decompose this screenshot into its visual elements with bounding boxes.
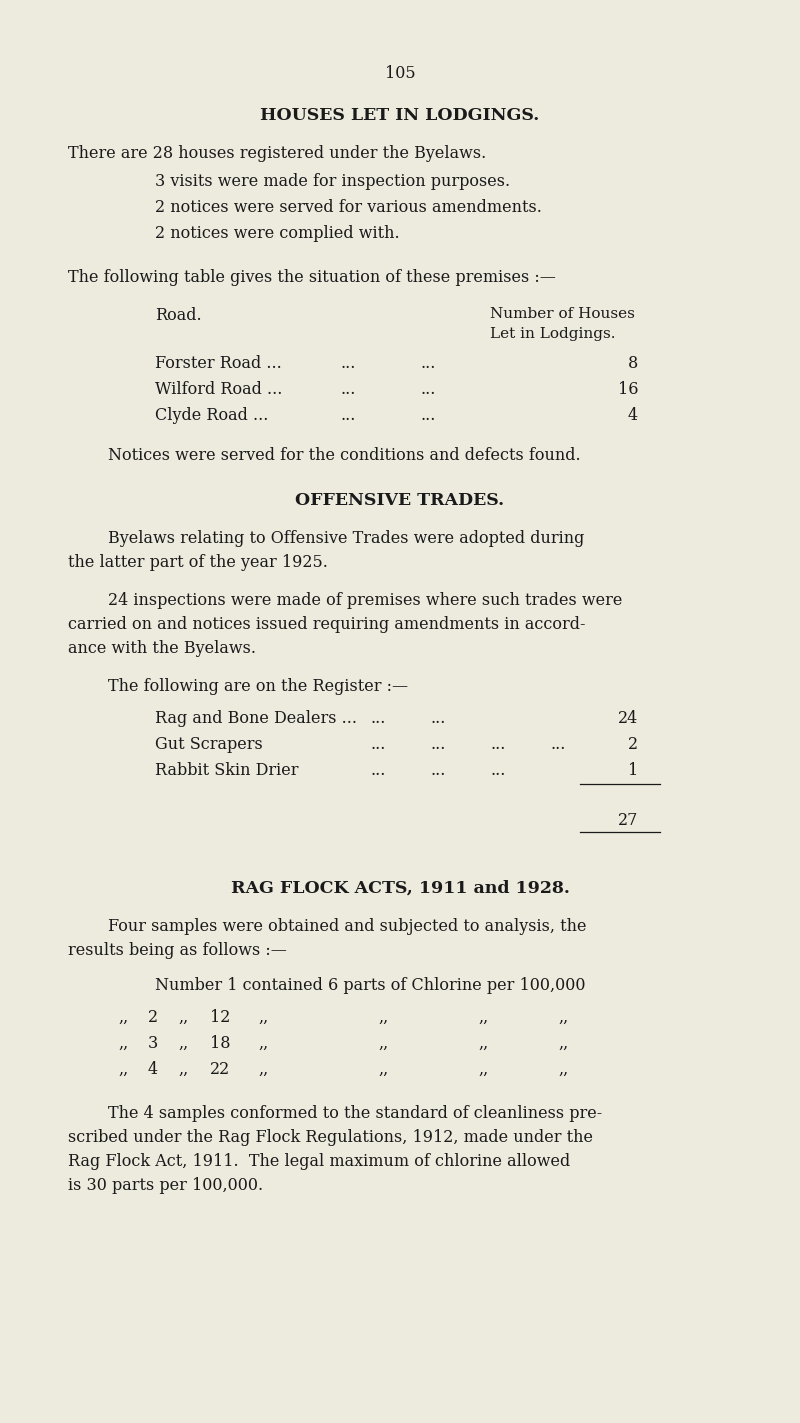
Text: Rag Flock Act, 1911.  The legal maximum of chlorine allowed: Rag Flock Act, 1911. The legal maximum o…: [68, 1153, 570, 1170]
Text: 27: 27: [618, 813, 638, 830]
Text: Rabbit Skin Drier: Rabbit Skin Drier: [155, 761, 298, 778]
Text: The following are on the Register :—: The following are on the Register :—: [108, 677, 408, 694]
Text: OFFENSIVE TRADES.: OFFENSIVE TRADES.: [295, 492, 505, 509]
Text: results being as follows :—: results being as follows :—: [68, 942, 287, 959]
Text: carried on and notices issued requiring amendments in accord-: carried on and notices issued requiring …: [68, 616, 586, 633]
Text: ...: ...: [370, 710, 386, 727]
Text: ...: ...: [430, 710, 446, 727]
Text: 22: 22: [210, 1062, 230, 1079]
Text: 18: 18: [210, 1035, 230, 1052]
Text: ,,: ,,: [558, 1062, 568, 1079]
Text: The following table gives the situation of these premises :—: The following table gives the situation …: [68, 269, 556, 286]
Text: 12: 12: [210, 1009, 230, 1026]
Text: Wilford Road ...: Wilford Road ...: [155, 381, 282, 398]
Text: Notices were served for the conditions and defects found.: Notices were served for the conditions a…: [108, 447, 581, 464]
Text: ,,: ,,: [558, 1009, 568, 1026]
Text: 1: 1: [628, 761, 638, 778]
Text: ...: ...: [550, 736, 566, 753]
Text: ...: ...: [370, 736, 386, 753]
Text: ...: ...: [490, 736, 506, 753]
Text: ...: ...: [430, 761, 446, 778]
Text: Number 1 contained 6 parts of Chlorine per 100,000: Number 1 contained 6 parts of Chlorine p…: [155, 978, 586, 995]
Text: Gut Scrapers: Gut Scrapers: [155, 736, 262, 753]
Text: There are 28 houses registered under the Byelaws.: There are 28 houses registered under the…: [68, 145, 486, 162]
Text: Number of Houses: Number of Houses: [490, 307, 635, 322]
Text: 4: 4: [148, 1062, 158, 1079]
Text: ,,: ,,: [118, 1035, 128, 1052]
Text: 4: 4: [628, 407, 638, 424]
Text: 16: 16: [618, 381, 638, 398]
Text: 24: 24: [618, 710, 638, 727]
Text: RAG FLOCK ACTS, 1911 and 1928.: RAG FLOCK ACTS, 1911 and 1928.: [230, 879, 570, 896]
Text: ,,: ,,: [378, 1035, 388, 1052]
Text: the latter part of the year 1925.: the latter part of the year 1925.: [68, 554, 328, 571]
Text: ,,: ,,: [558, 1035, 568, 1052]
Text: Let in Lodgings.: Let in Lodgings.: [490, 327, 615, 342]
Text: ,,: ,,: [258, 1062, 268, 1079]
Text: ...: ...: [340, 354, 355, 371]
Text: ...: ...: [420, 381, 435, 398]
Text: ,,: ,,: [118, 1009, 128, 1026]
Text: 2 notices were complied with.: 2 notices were complied with.: [155, 225, 400, 242]
Text: Clyde Road ...: Clyde Road ...: [155, 407, 268, 424]
Text: 105: 105: [385, 65, 415, 83]
Text: ...: ...: [420, 407, 435, 424]
Text: ,,: ,,: [478, 1009, 488, 1026]
Text: scribed under the Rag Flock Regulations, 1912, made under the: scribed under the Rag Flock Regulations,…: [68, 1128, 593, 1146]
Text: HOUSES LET IN LODGINGS.: HOUSES LET IN LODGINGS.: [260, 107, 540, 124]
Text: Byelaws relating to Offensive Trades were adopted during: Byelaws relating to Offensive Trades wer…: [108, 529, 584, 546]
Text: Four samples were obtained and subjected to analysis, the: Four samples were obtained and subjected…: [108, 918, 586, 935]
Text: ance with the Byelaws.: ance with the Byelaws.: [68, 640, 256, 657]
Text: The 4 samples conformed to the standard of cleanliness pre-: The 4 samples conformed to the standard …: [108, 1106, 602, 1121]
Text: ,,: ,,: [258, 1035, 268, 1052]
Text: ,,: ,,: [178, 1062, 188, 1079]
Text: ...: ...: [420, 354, 435, 371]
Text: ,,: ,,: [378, 1062, 388, 1079]
Text: ...: ...: [340, 381, 355, 398]
Text: is 30 parts per 100,000.: is 30 parts per 100,000.: [68, 1177, 263, 1194]
Text: 2: 2: [628, 736, 638, 753]
Text: Road.: Road.: [155, 307, 202, 324]
Text: 3 visits were made for inspection purposes.: 3 visits were made for inspection purpos…: [155, 174, 510, 191]
Text: ...: ...: [340, 407, 355, 424]
Text: 24 inspections were made of premises where such trades were: 24 inspections were made of premises whe…: [108, 592, 622, 609]
Text: 2: 2: [148, 1009, 158, 1026]
Text: ,,: ,,: [118, 1062, 128, 1079]
Text: 3: 3: [148, 1035, 158, 1052]
Text: ...: ...: [430, 736, 446, 753]
Text: ,,: ,,: [478, 1035, 488, 1052]
Text: ...: ...: [490, 761, 506, 778]
Text: Forster Road ...: Forster Road ...: [155, 354, 282, 371]
Text: ,,: ,,: [478, 1062, 488, 1079]
Text: 2 notices were served for various amendments.: 2 notices were served for various amendm…: [155, 199, 542, 216]
Text: ,,: ,,: [178, 1035, 188, 1052]
Text: ,,: ,,: [378, 1009, 388, 1026]
Text: Rag and Bone Dealers ...: Rag and Bone Dealers ...: [155, 710, 357, 727]
Text: ,,: ,,: [178, 1009, 188, 1026]
Text: ,,: ,,: [258, 1009, 268, 1026]
Text: ...: ...: [370, 761, 386, 778]
Text: 8: 8: [628, 354, 638, 371]
